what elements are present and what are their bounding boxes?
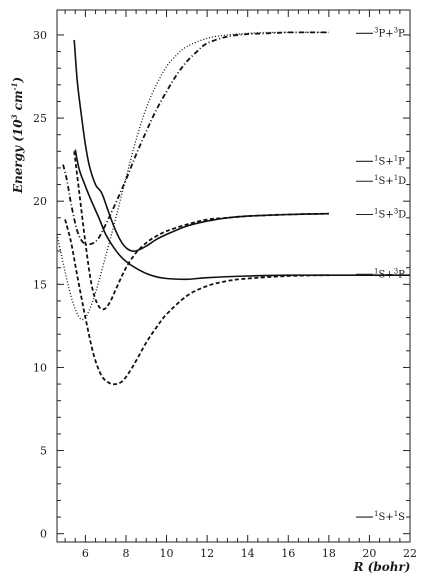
x-tick-label: 10	[160, 547, 174, 560]
series-line-2	[74, 149, 410, 281]
series-line-4	[64, 219, 329, 386]
x-tick-label: 12	[200, 547, 214, 560]
curves	[56, 31, 410, 386]
asymptote-label: 1S+1S	[374, 510, 405, 523]
y-tick-label: 5	[40, 445, 47, 458]
y-tick-label: 0	[40, 528, 47, 541]
x-tick-label: 22	[403, 547, 417, 560]
y-tick-label: 20	[33, 195, 47, 208]
y-tick-label: 10	[33, 361, 47, 374]
asymptote-label: 1S+1D	[374, 174, 406, 187]
y-axis-title: Energy (103 cm-1)	[10, 77, 25, 194]
series-line-3	[73, 151, 329, 311]
asymptote-label: 1S+3D	[374, 207, 406, 220]
asymptote-markers: 3P+3P 1S+1P 1S+1D 1S+3D 1S+3P 1S+1S	[356, 26, 406, 523]
x-axis-ticks: 6 8 10 12 14 16 18 20 22	[64, 10, 417, 560]
y-tick-label: 30	[33, 29, 47, 42]
y-axis-ticks: 0 5 10 15 20 25 30	[33, 29, 410, 541]
asymptote-label: 1S+1P	[374, 154, 405, 167]
x-tick-label: 6	[82, 547, 89, 560]
asymptote-label: 1S+3P	[374, 267, 405, 280]
series-line-6	[62, 31, 329, 246]
x-tick-label: 18	[322, 547, 336, 560]
series-line-1	[73, 39, 329, 253]
x-tick-label: 8	[122, 547, 129, 560]
x-tick-label: 20	[362, 547, 376, 560]
x-axis-title: R (bohr)	[353, 560, 411, 574]
series-line-5	[56, 31, 329, 321]
y-tick-label: 15	[33, 278, 47, 291]
x-tick-label: 16	[281, 547, 295, 560]
asymptote-label: 3P+3P	[374, 26, 405, 39]
y-tick-label: 25	[33, 112, 47, 125]
x-tick-label: 14	[241, 547, 255, 560]
